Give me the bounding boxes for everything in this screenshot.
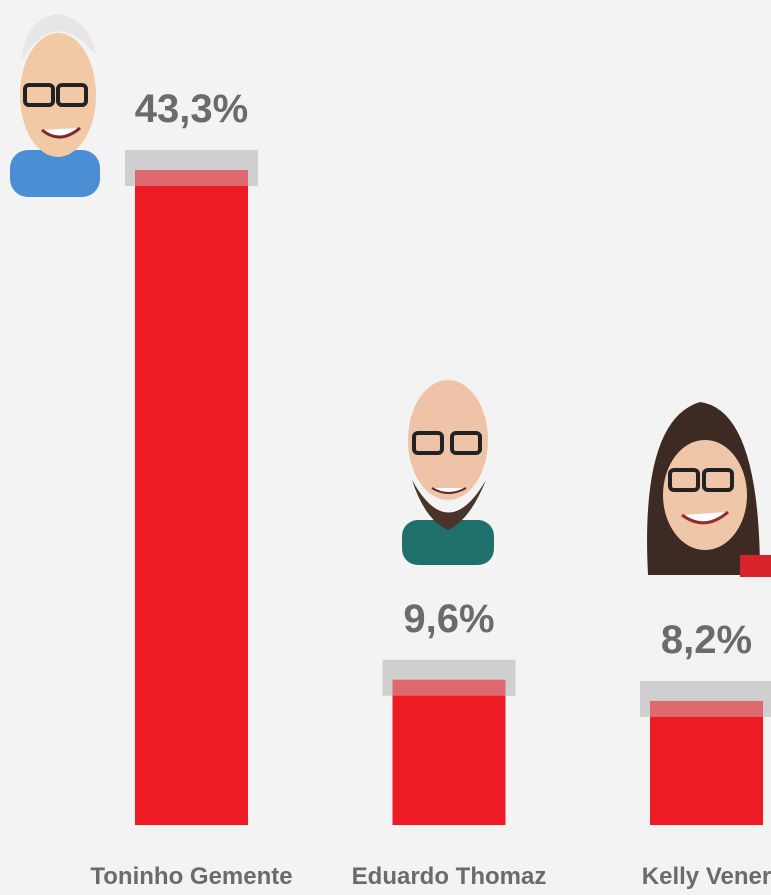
- bar: [135, 170, 248, 825]
- portrait: [402, 380, 494, 565]
- value-label: 9,6%: [403, 597, 494, 641]
- bar: [650, 701, 763, 825]
- page: {"chart_data": {"type": "bar", "categori…: [0, 0, 771, 895]
- bar: [393, 680, 506, 825]
- x-tick-label: Toninho Gemente: [90, 863, 292, 890]
- chart: 43,3% Toninho Gemente 9,6% Eduardo Thomaz 8,…: [0, 0, 771, 895]
- bar-cap-overlay: [135, 170, 248, 186]
- value-label: 8,2%: [661, 618, 752, 662]
- value-label: 43,3%: [135, 87, 248, 131]
- bar-cap-overlay: [393, 680, 506, 696]
- bar-cap-overlay: [650, 701, 763, 717]
- portrait: [10, 14, 100, 197]
- x-tick-label: Kelly Vener: [642, 863, 771, 890]
- x-tick-label: Eduardo Thomaz: [352, 863, 547, 890]
- portrait: [647, 402, 771, 577]
